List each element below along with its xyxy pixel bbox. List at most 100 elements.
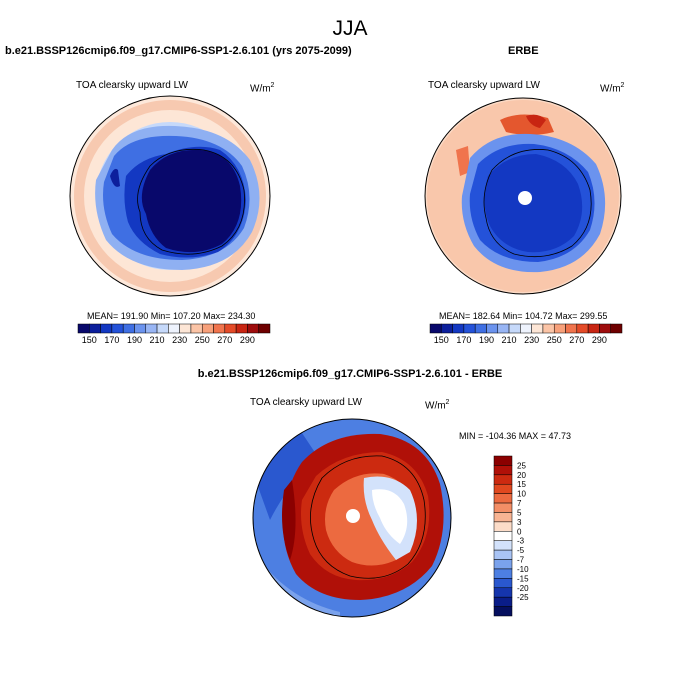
page-title: JJA — [332, 17, 368, 40]
panel-3-variable: TOA clearsky upward LW — [250, 397, 362, 408]
colorbar-erbe-swatch — [553, 323, 566, 334]
colorbar-model-swatch — [235, 323, 248, 334]
colorbar-difference-label: -20 — [517, 584, 529, 593]
colorbar-model-swatch — [213, 323, 226, 334]
colorbar-difference-label: 10 — [517, 490, 526, 499]
colorbar-model-label: 150 — [82, 335, 97, 345]
colorbar-erbe-swatch — [610, 323, 623, 334]
colorbar-model-swatch — [190, 323, 203, 334]
colorbar-model-swatch — [201, 323, 214, 334]
colorbar-erbe-swatch — [497, 323, 510, 334]
colorbar-difference-label: -7 — [517, 556, 525, 565]
panel-2-title: ERBE — [508, 45, 539, 57]
map-difference-border — [252, 418, 452, 618]
colorbar-difference-label: -3 — [517, 537, 525, 546]
colorbar-difference-swatch — [493, 531, 513, 541]
colorbar-difference-label: 15 — [517, 480, 526, 489]
colorbar-model-label: 270 — [217, 335, 232, 345]
colorbar-erbe-swatch — [474, 323, 487, 334]
colorbar-erbe-label: 250 — [547, 335, 562, 345]
colorbar-model-label: 250 — [195, 335, 210, 345]
colorbar-difference-label: -25 — [517, 593, 529, 602]
colorbar-difference-swatch — [493, 578, 513, 589]
colorbar-difference-label: -10 — [517, 565, 529, 574]
colorbar-erbe-swatch — [508, 323, 521, 334]
colorbar-difference-label: 7 — [517, 499, 522, 508]
colorbar-erbe-swatch — [520, 323, 532, 334]
colorbar-difference-label: -15 — [517, 574, 529, 583]
panel-1-title: b.e21.BSSP126cmip6.f09_g17.CMIP6-SSP1-2.… — [5, 45, 352, 57]
map-erbe-border — [424, 97, 622, 295]
colorbar-model-swatch — [89, 323, 101, 334]
colorbar-difference-swatch — [493, 606, 513, 617]
colorbar-difference-swatch — [493, 483, 513, 494]
colorbar-difference-swatch — [493, 521, 513, 532]
colorbar-erbe-swatch — [531, 323, 544, 334]
colorbar-erbe-swatch — [587, 323, 600, 334]
colorbar-erbe-label: 150 — [434, 335, 449, 345]
colorbar-model-label: 290 — [240, 335, 255, 345]
colorbar-model-swatch — [100, 323, 113, 334]
map-model — [70, 96, 270, 296]
colorbar-difference-swatch — [493, 549, 513, 560]
colorbar-difference-swatch — [493, 568, 513, 579]
colorbar-model-label: 210 — [150, 335, 165, 345]
colorbar-difference-label: -5 — [517, 546, 525, 555]
colorbar-erbe-label: 230 — [524, 335, 539, 345]
panel-1-variable: TOA clearsky upward LW — [76, 80, 188, 91]
map-model-border — [69, 95, 271, 297]
colorbar-erbe-swatch — [599, 323, 611, 334]
colorbar-erbe-swatch — [463, 323, 476, 334]
colorbar-difference-swatch — [493, 455, 513, 466]
colorbar-model-label: 190 — [127, 335, 142, 345]
colorbar-difference-label: 0 — [517, 527, 522, 536]
colorbar-model-swatch — [168, 323, 180, 334]
colorbar-model-label: 170 — [104, 335, 119, 345]
colorbar-erbe-swatch — [429, 323, 442, 334]
panel-1-units: W/m2 — [250, 82, 275, 95]
panel-3-units: W/m2 — [425, 399, 450, 412]
panel-3-title: b.e21.BSSP126cmip6.f09_g17.CMIP6-SSP1-2.… — [197, 368, 503, 380]
colorbar-difference-swatch — [493, 474, 513, 485]
panel-2-units: W/m2 — [600, 82, 625, 95]
colorbar-difference-swatch — [493, 596, 513, 607]
colorbar-model-swatch — [179, 323, 192, 334]
colorbar-model-swatch — [145, 323, 158, 334]
colorbar-difference-label: 5 — [517, 508, 522, 517]
colorbar-difference-label: 25 — [517, 461, 526, 470]
colorbar-difference-swatch — [493, 493, 513, 504]
colorbar-model-swatch — [122, 323, 135, 334]
colorbar-difference-label: 3 — [517, 518, 522, 527]
colorbar-erbe-swatch — [576, 323, 589, 334]
colorbar-erbe-label: 170 — [456, 335, 471, 345]
panel-3-stats: MIN = -104.36 MAX = 47.73 — [459, 431, 572, 441]
map-erbe — [425, 98, 621, 294]
panel-2-stats: MEAN= 182.64 Min= 104.72 Max= 299.55 — [439, 311, 608, 321]
colorbar-model-swatch — [224, 323, 237, 334]
colorbar-model-label: 230 — [172, 335, 187, 345]
colorbar-difference-swatch — [493, 502, 513, 513]
map-difference — [253, 419, 451, 617]
colorbar-difference-swatch — [493, 587, 513, 598]
colorbar-erbe-label: 210 — [502, 335, 517, 345]
colorbar-difference-label: 20 — [517, 471, 526, 480]
colorbar-model-swatch — [247, 323, 259, 334]
colorbar-erbe-swatch — [486, 323, 499, 334]
panel-1-stats: MEAN= 191.90 Min= 107.20 Max= 234.30 — [87, 311, 256, 321]
colorbar-erbe-swatch — [542, 323, 555, 334]
colorbar-erbe-label: 290 — [592, 335, 607, 345]
colorbar-difference-swatch — [493, 540, 513, 551]
colorbar-model-swatch — [111, 323, 124, 334]
colorbar-model-swatch — [258, 323, 271, 334]
panel-2-variable: TOA clearsky upward LW — [428, 80, 540, 91]
colorbar-model: 150 170 190 210 230 250 270 290 — [77, 323, 271, 345]
colorbar-difference-swatch — [493, 512, 513, 523]
colorbar-erbe-swatch — [441, 323, 453, 334]
colorbar-model-swatch — [77, 323, 90, 334]
colorbar-erbe: 150 170 190 210 230 250 270 290 — [429, 323, 623, 345]
colorbar-erbe-swatch — [452, 323, 465, 334]
map-model-coastline — [137, 148, 245, 255]
colorbar-erbe-label: 270 — [569, 335, 584, 345]
colorbar-erbe-swatch — [565, 323, 578, 334]
